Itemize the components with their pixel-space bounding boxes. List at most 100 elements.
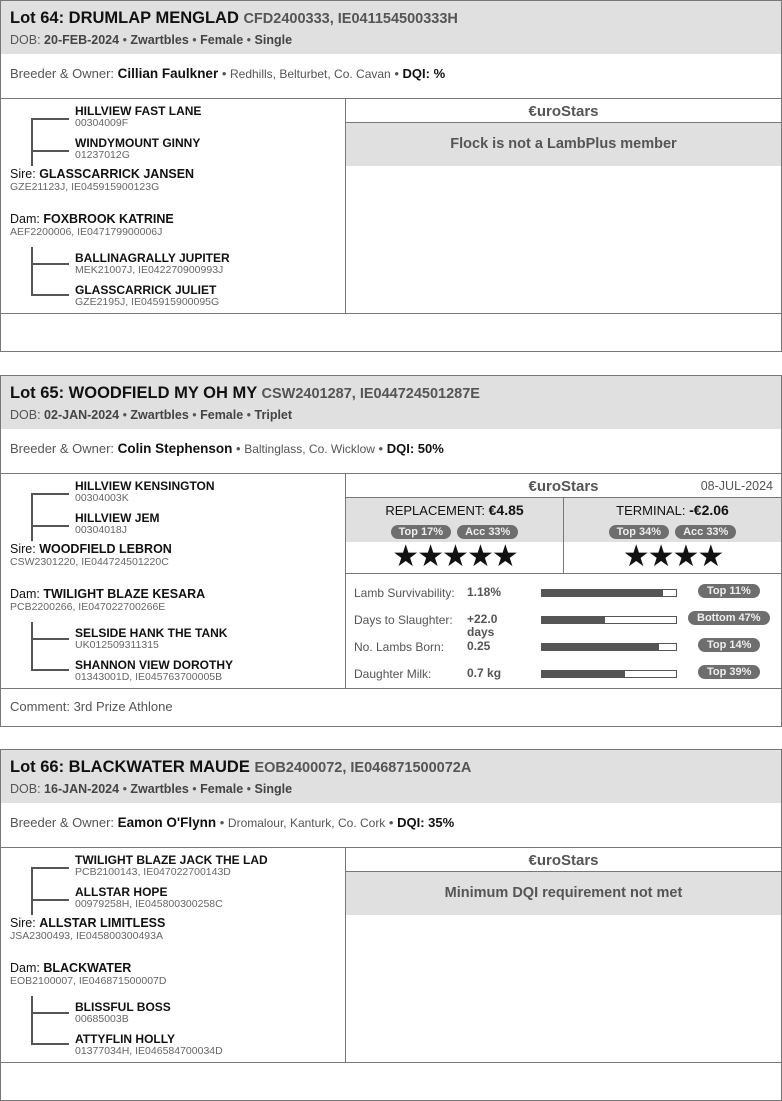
pedigree-connector [31, 118, 33, 166]
sire-line: Sire: GLASSCARRICK JANSEN [10, 167, 194, 181]
terminal-label: TERMINAL: [616, 503, 686, 518]
dam-sire-id: UK012509311315 [75, 639, 159, 651]
dob-value: 16-JAN-2024 [44, 782, 120, 796]
dam-line: Dam: FOXBROOK KATRINE [10, 212, 174, 226]
sire-dam-name: WINDYMOUNT GINNY [75, 136, 201, 150]
lot-details: DOB: 20-FEB-2024 • Zwartbles • Female • … [10, 33, 292, 47]
trait-value: +22.0 days [467, 612, 498, 639]
trait-rank-badge: Top 39% [698, 665, 761, 679]
lot-card: Lot 66: BLACKWATER MAUDE EOB2400072, IE0… [0, 749, 782, 1101]
trait-rank-badge: Top 11% [698, 584, 760, 598]
lot-ids: CSW2401287, IE044724501287E [261, 386, 480, 402]
trait-percentile-bar [541, 670, 677, 678]
star-icon: ★ [417, 540, 444, 573]
trait-percentile-bar [541, 616, 677, 624]
breeder-location: Baltinglass, Co. Wicklow [244, 442, 375, 456]
sire-line: Sire: WOODFIELD LEBRON [10, 542, 172, 556]
trait-label: Days to Slaughter: [354, 613, 453, 627]
breeder-label: Breeder & Owner: [10, 441, 115, 456]
eurostars-header: €uroStars [346, 99, 781, 123]
sire-line: Sire: ALLSTAR LIMITLESS [10, 916, 165, 930]
breeder-name: Colin Stephenson [117, 441, 233, 456]
lot-details: DOB: 16-JAN-2024 • Zwartbles • Female • … [10, 782, 292, 796]
sire-id: JSA2300493, IE045800300493A [10, 930, 163, 942]
sire-label: Sire: [10, 167, 36, 181]
replacement-badges: Top 17% Acc 33% [346, 522, 563, 540]
sire-name: ALLSTAR LIMITLESS [39, 916, 166, 930]
terminal-star-rating: ★★★★ [564, 541, 781, 573]
eurostars-message: Minimum DQI requirement not met [346, 872, 781, 915]
breed: Zwartbles [130, 782, 189, 796]
lot-ids: EOB2400072, IE046871500072A [254, 760, 472, 776]
lot-name: Lot 66: BLACKWATER MAUDE [10, 758, 250, 776]
sire-dam-id: 00304018J [75, 524, 127, 536]
breeder-name: Cillian Faulkner [117, 66, 219, 81]
pedigree-connector [31, 525, 69, 527]
eurostars-message: Flock is not a LambPlus member [346, 123, 781, 166]
sex: Female [200, 408, 244, 422]
pedigree-connector [31, 669, 69, 671]
dam-sire-name: BALLINAGRALLY JUPITER [75, 251, 230, 265]
replacement-value: €4.85 [488, 502, 524, 518]
star-icon: ★ [491, 540, 519, 573]
trait-row: Days to Slaughter: +22.0 days Bottom 47% [354, 610, 781, 639]
trait-bar-fill [542, 617, 605, 623]
trait-rank-badge: Top 14% [698, 638, 761, 652]
sire-sire-name: TWILIGHT BLAZE JACK THE LAD [75, 853, 268, 867]
lot-header: Lot 64: DRUMLAP MENGLAD CFD2400333, IE04… [1, 1, 781, 54]
replacement-band [346, 498, 563, 542]
pedigree-connector [31, 247, 33, 295]
birth-type: Triplet [254, 408, 293, 422]
pedigree-connector [31, 294, 69, 296]
dam-dam-id: 01377034H, IE046584700034D [75, 1045, 223, 1057]
eurostars-title: €uroStars [528, 478, 599, 495]
separator: • [119, 782, 131, 796]
pedigree-connector [31, 867, 33, 915]
sire-sire-name: HILLVIEW KENSINGTON [75, 479, 215, 493]
sire-sire-id: 00304009F [75, 117, 129, 129]
pedigree: HILLVIEW KENSINGTON 00304003K HILLVIEW JEM… [1, 473, 346, 689]
replacement-star-rating: ★★★★★ [346, 541, 563, 573]
breeder-name: Eamon O'Flynn [117, 815, 217, 830]
star-icon: ★ [622, 540, 650, 573]
dqi-value: DQI: 50% [386, 441, 444, 456]
trait-bar-fill [542, 590, 663, 596]
replacement-acc-badge: Acc 33% [457, 525, 519, 539]
breeder-label: Breeder & Owner: [10, 815, 115, 830]
separator: • [390, 66, 403, 81]
terminal-badges: Top 34% Acc 33% [564, 522, 781, 540]
star-icon: ★ [672, 540, 700, 573]
breeder-label: Breeder & Owner: [10, 66, 115, 81]
replacement-index: REPLACEMENT: €4.85 Top 17% Acc 33% ★★★★★ [346, 498, 564, 574]
terminal-value: -€2.06 [689, 502, 729, 518]
separator: • [243, 33, 255, 47]
dam-name: TWILIGHT BLAZE KESARA [43, 587, 206, 601]
lot-card: Lot 65: WOODFIELD MY OH MY CSW2401287, I… [0, 375, 782, 727]
birth-type: Single [254, 782, 293, 796]
pedigree-connector [31, 622, 33, 670]
terminal-label-line: TERMINAL: -€2.06 [564, 502, 781, 518]
separator: • [119, 408, 131, 422]
trait-rank-badge: Bottom 47% [688, 611, 770, 625]
breeder-location: Dromalour, Kanturk, Co. Cork [227, 816, 386, 830]
lot-ids: CFD2400333, IE041154500333H [243, 11, 458, 27]
dqi-value: DQI: 35% [397, 815, 455, 830]
star-icon: ★ [392, 540, 419, 573]
lot-title: Lot 64: DRUMLAP MENGLAD CFD2400333, IE04… [10, 9, 458, 28]
sire-sire-name: HILLVIEW FAST LANE [75, 104, 202, 118]
lot-title: Lot 65: WOODFIELD MY OH MY CSW2401287, I… [10, 384, 480, 403]
pedigree-connector [31, 1043, 69, 1045]
sire-dam-name: ALLSTAR HOPE [75, 885, 168, 899]
dob-label: DOB: [10, 782, 41, 796]
lot-name: Lot 65: WOODFIELD MY OH MY [10, 384, 257, 402]
sire-id: GZE21123J, IE045915900123G [10, 181, 160, 193]
dob-value: 02-JAN-2024 [44, 408, 120, 422]
dam-sire-id: MEK21007J, IE042270900993J [75, 264, 224, 276]
dam-dam-id: 01343001D, IE045763700005B [75, 671, 223, 683]
separator: • [374, 441, 387, 456]
separator: • [216, 815, 228, 830]
trait-percentile-bar [541, 643, 677, 651]
eurostars-panel: €uroStars 08-JUL-2024 REPLACEMENT: €4.85 To… [346, 473, 781, 689]
breed: Zwartbles [130, 33, 189, 47]
sire-dam-id: 00979258H, IE045800300258C [75, 898, 223, 910]
